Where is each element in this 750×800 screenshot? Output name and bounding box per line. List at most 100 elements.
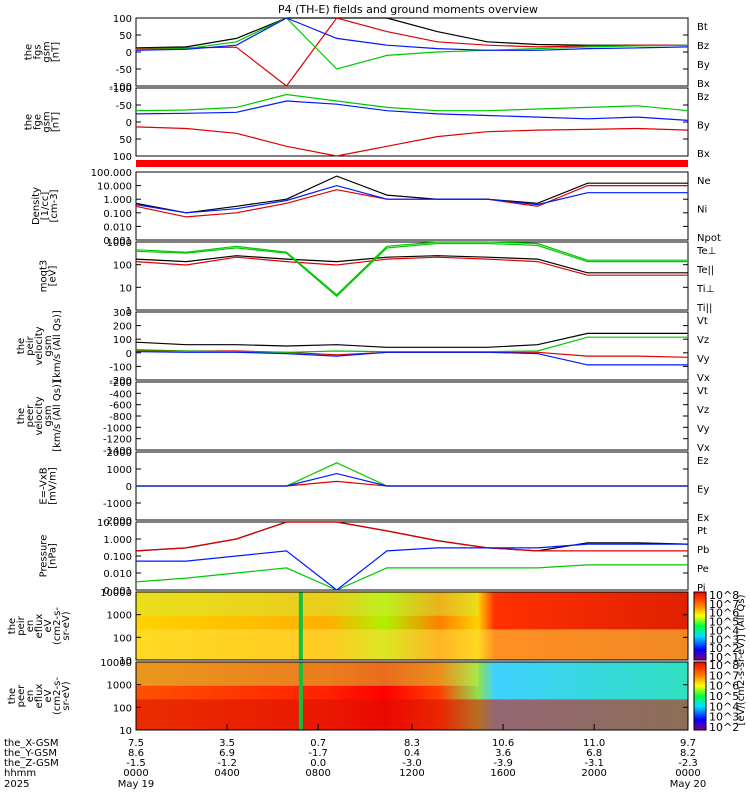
y-tick-label: 10 [119,726,132,737]
colorbar-tick-label: 10^2 [709,642,739,655]
series-line-bz [135,126,689,157]
legend-label: By [697,121,710,132]
y-tick-label: 10.000 [97,182,132,193]
y-tick-label: 2000 [107,448,132,459]
y-axis-label: fge [33,114,44,130]
panel-frame [135,241,689,311]
panel-p3: 100.000 10.000 1.000 0.100 0.010 0.001 Density… [31,168,721,247]
x-row-value: May 19 [118,779,155,790]
legend-label: Vz [697,405,709,416]
y-tick-label: 100.000 [91,168,132,179]
y-tick-label: 0.010 [103,569,132,580]
y-tick-label: -100 [109,84,132,95]
y-axis-label: Pressure [39,535,50,578]
x-row-value: 0800 [305,768,330,779]
y-axis-label: eV [43,689,54,702]
legend-label: Bt [697,22,708,33]
x-row-value: 6.9 [219,748,235,759]
panel-frame [135,171,689,241]
panel-frame [135,17,689,87]
y-axis-label: gsm [43,335,54,356]
x-row-value: 3.5 [219,738,235,749]
legend-label: Vx [697,373,710,384]
y-tick-label: 100 [113,335,132,346]
y-tick-label: 100 [113,703,132,714]
x-row-value: 0000 [675,768,700,779]
colorbar-tick-label: 10^7 [709,598,739,611]
y-axis-label: [km/s (All Qs)] [52,310,63,382]
y-tick-label: -1200 [103,435,132,446]
colorbar-tick-label: 10^6 [709,607,739,620]
panel-frame [135,87,689,157]
panel-p6: -200 -400-600-800-1000-1200-1400 thepeerve… [16,378,710,457]
legend-label: Pe [697,564,709,575]
y-axis-label: (cm2-s- [52,677,63,715]
y-tick-label: 1000 [107,465,132,476]
legend-label: Bx [697,79,710,90]
x-row-value: -3.9 [493,758,513,769]
panels-group: 100500-50-100thefgsgsm[nT]BtBzByBx-100-5… [7,14,747,737]
legend-label: Ti⊥ [696,284,714,295]
y-tick-label: -1000 [103,499,132,510]
y-tick-label: -100 [109,82,132,93]
y-tick-label: 50 [119,135,132,146]
panel-frame [135,521,689,591]
panel-frame [135,381,689,451]
x-row-value: 1200 [399,768,424,779]
y-axis-label: velocity [34,326,45,365]
x-row-label: the_Y-GSM [4,748,57,759]
series-line-pt [135,521,689,552]
y-tick-label: 1 [126,306,132,317]
series-line-pi [136,543,688,591]
y-tick-label: -2000 [103,516,132,527]
x-row-value: 8.2 [680,748,696,759]
x-row-value: 0400 [214,768,239,779]
colorbar-tick-label: 10^4 [709,624,739,637]
spectrogram-perigee-stripe [298,592,303,660]
legend-label: Vt [697,316,708,327]
legend-label: Ez [697,456,709,467]
colorbar-2 [693,661,707,731]
colorbar-tick-label: 10^2 [709,721,739,734]
y-tick-label: 0 [126,349,132,360]
colorbar-tick-label: 10^3 [709,711,739,724]
y-axis-label: en [25,620,36,633]
y-tick-label: 1000 [107,238,132,249]
y-axis-label: [nT] [51,112,62,132]
y-axis-label: sr-eV) [61,681,72,710]
colorbar-1 [693,591,707,661]
y-axis-label: the [24,44,35,60]
colorbar-tick-label: 10^6 [709,680,739,693]
y-tick-label: 300 [113,308,132,319]
legend-label: Bx [697,149,710,160]
y-axis-label: (cm2-s- [52,607,63,645]
series-line-te [135,256,688,276]
legend-label: Vy [697,424,710,435]
y-tick-label: 0.100 [103,552,132,563]
y-axis-label: the [24,114,35,130]
x-row-value: -3.1 [584,758,604,769]
y-tick-label: -600 [109,401,132,412]
y-axis-label: gsm [42,111,53,132]
series-line-bx [135,100,689,121]
y-axis-label: en [25,690,36,703]
y-tick-label: 10000 [100,658,132,669]
y-tick-label: -1400 [103,446,132,457]
x-row-value: 8.3 [404,738,420,749]
panel-frame [135,311,689,381]
legend-label: Te|| [696,265,714,276]
series-line-ez [136,480,688,487]
x-row-value: -3.0 [402,758,422,769]
colorbar-tick-label: 10^5 [709,690,739,703]
x-row-value: 6.8 [586,748,602,759]
series-line-ey [136,462,688,487]
y-tick-label: 100 [113,152,132,163]
y-tick-label: 1000 [107,681,132,692]
x-axis-annotation: the_X-GSM 7.5 3.5 0.7 8.3 10.6 11.0 9.7 the_Y-GS… [4,724,706,790]
y-tick-label: 0 [126,482,132,493]
x-row-label: the_Z-GSM [4,758,59,769]
x-row-value: 7.5 [128,738,144,749]
legend-label: Te⊥ [696,246,716,257]
series-line-ex [136,472,688,487]
